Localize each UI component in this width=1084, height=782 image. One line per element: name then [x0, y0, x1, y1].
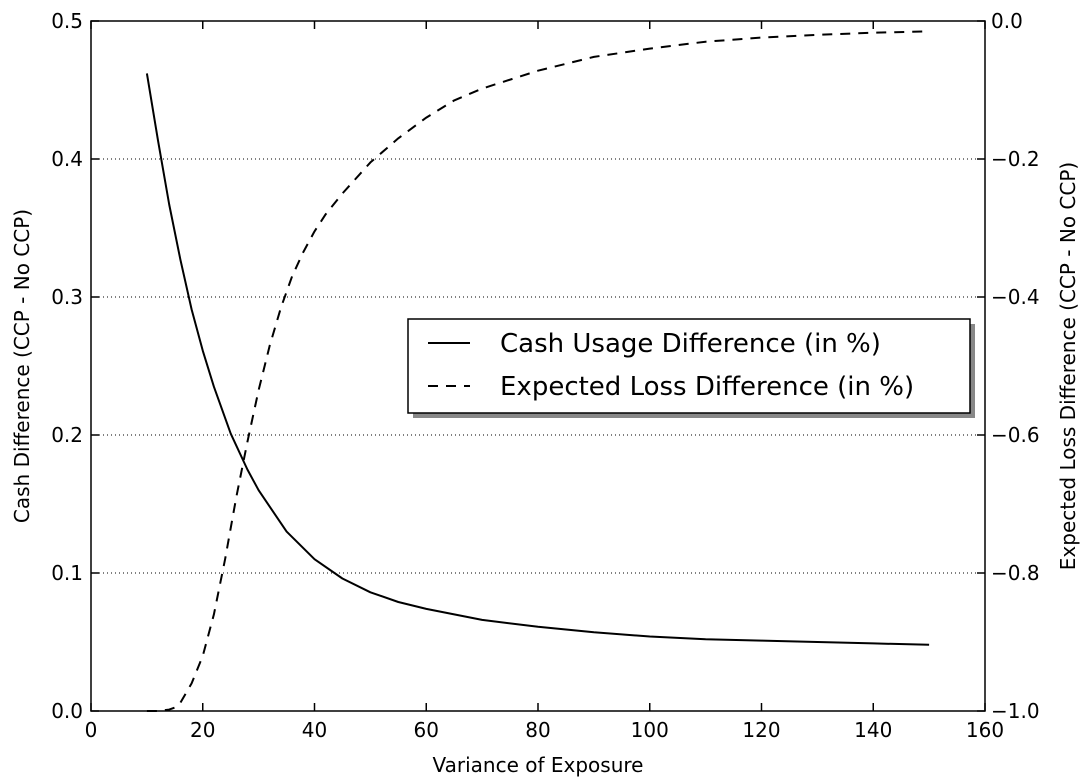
- legend: Cash Usage Difference (in %) Expected Lo…: [407, 318, 975, 418]
- y-left-tick-label: 0.3: [51, 285, 83, 309]
- y-left-tick-label: 0.1: [51, 561, 83, 585]
- y-right-tick-label: −0.8: [991, 561, 1040, 585]
- y-right-tick-label: −1.0: [991, 699, 1040, 723]
- x-tick-label: 0: [85, 718, 98, 742]
- x-tick-label: 20: [190, 718, 215, 742]
- y-right-tick-label: −0.6: [991, 423, 1040, 447]
- x-tick-label: 100: [631, 718, 669, 742]
- series-lines: [145, 30, 930, 712]
- legend-label-cash-usage: Cash Usage Difference (in %): [500, 329, 881, 359]
- x-tick-label: 40: [302, 718, 327, 742]
- x-tick-label: 80: [525, 718, 550, 742]
- y-right-tick-label: −0.2: [991, 147, 1040, 171]
- y-axis-left-label: Cash Difference (CCP - No CCP): [10, 209, 34, 523]
- y-left-tick-label: 0.2: [51, 423, 83, 447]
- x-axis-label: Variance of Exposure: [433, 753, 644, 777]
- x-tick-label: 140: [854, 718, 892, 742]
- y-left-tick-label: 0.4: [51, 147, 83, 171]
- y-axis-right-label: Expected Loss Difference (CCP - No CCP): [1056, 162, 1080, 570]
- series-line-cash-usage: [145, 73, 930, 646]
- series-line-expected-loss: [146, 30, 930, 712]
- x-tick-label: 120: [742, 718, 780, 742]
- axis-tick-labels: 0 20 40 60 80 100 120 140 160 0.0 0.1 0.2 0.3 0.4 0.5 −…: [51, 9, 1039, 742]
- legend-label-expected-loss: Expected Loss Difference (in %): [500, 372, 914, 402]
- y-right-tick-label: −0.4: [991, 285, 1040, 309]
- y-left-tick-label: 0.5: [51, 9, 83, 33]
- x-tick-label: 60: [414, 718, 439, 742]
- axis-ticks: [90, 20, 986, 712]
- legend-box: [407, 318, 971, 414]
- gridlines: [91, 158, 985, 574]
- x-tick-label: 160: [966, 718, 1004, 742]
- y-right-tick-label: 0.0: [991, 9, 1023, 33]
- y-left-tick-label: 0.0: [51, 699, 83, 723]
